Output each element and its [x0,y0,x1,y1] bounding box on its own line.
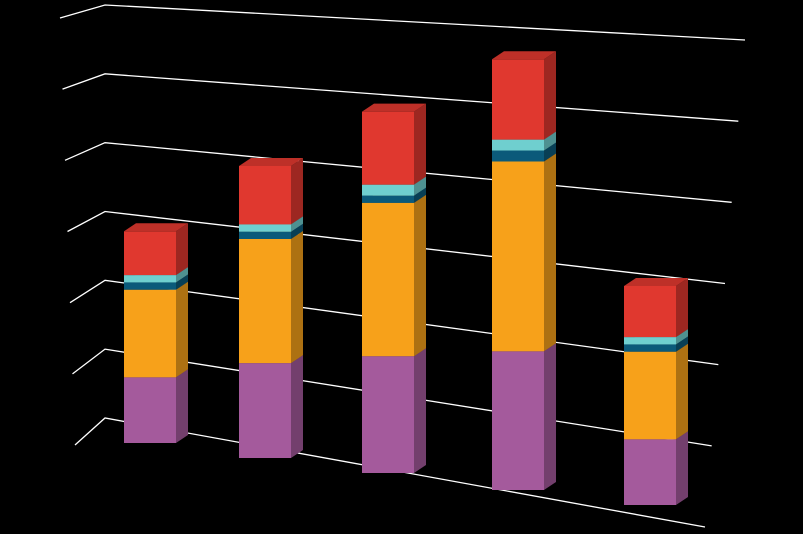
bar-front [239,166,291,225]
grid-line [59,4,746,41]
bar-side [544,142,556,162]
bar-front [362,111,414,185]
bar-side [291,158,303,225]
grid-line [74,417,706,528]
bar-front [492,161,544,352]
bar-side [544,51,556,140]
bar-front [362,195,414,203]
bar-side [291,216,303,232]
bar-side [414,187,426,203]
bar-side [544,153,556,352]
bar-top [124,223,188,232]
bar-front [624,439,676,505]
bar-front [624,286,676,338]
bar-side [176,281,188,378]
bar-top [239,158,303,166]
bar-side [676,336,688,352]
bar-side [414,194,426,357]
bar-top [362,103,426,112]
bar-side [676,278,688,338]
bar-front [492,351,544,490]
bar-front [362,202,414,357]
bar-front [492,150,544,162]
bar-side [414,348,426,473]
bar-side [291,355,303,458]
bar-side [544,343,556,490]
bar-side [176,223,188,276]
bar-front [239,231,291,239]
bar-front [124,231,176,276]
bar-front [624,344,676,352]
bar-front [362,184,414,196]
bar-front [124,289,176,378]
bar-side [414,103,426,185]
bar-side [676,431,688,505]
bar-front [124,377,176,443]
bar-side [176,267,188,283]
bar-front [239,239,291,364]
bar-front [124,282,176,290]
bar-side [544,131,556,151]
bar-front [624,337,676,345]
bar-front [362,356,414,473]
bar-front [239,363,291,458]
bar-side [291,223,303,239]
bar-side [291,231,303,364]
bar-side [176,369,188,443]
bar-side [676,343,688,440]
bar-front [492,59,544,140]
bar-front [492,139,544,151]
bar-front [239,224,291,232]
bar-side [414,176,426,196]
bar-front [124,275,176,283]
bar-side [176,274,188,290]
bar-front [624,351,676,440]
bar-top [492,51,556,60]
bar-side [676,329,688,345]
bar-top [624,278,688,286]
